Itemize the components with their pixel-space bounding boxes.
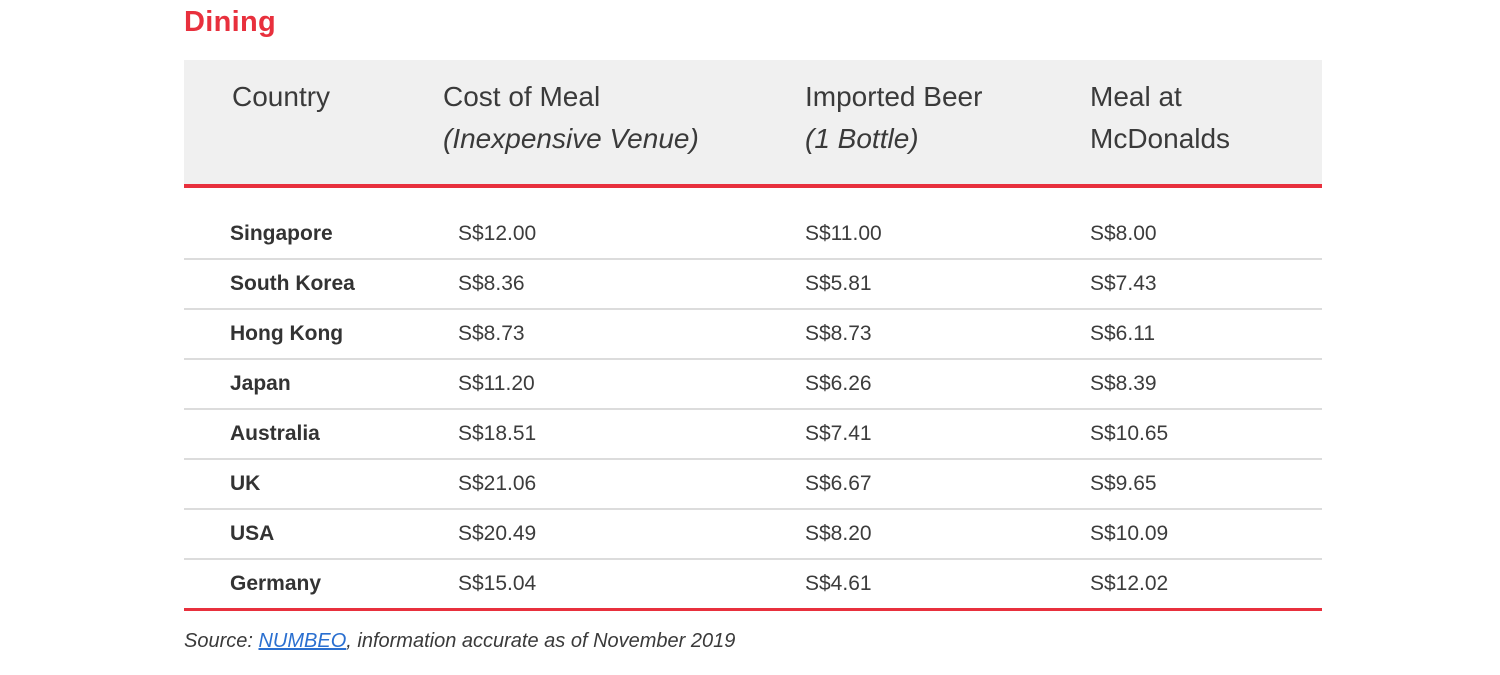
cell-beer-cost: S$5.81 (805, 272, 872, 295)
cell-country: South Korea (230, 272, 355, 295)
cell-meal-cost: S$15.04 (458, 572, 537, 595)
header-country: Country (232, 76, 330, 118)
header-imported-beer: Imported Beer (1 Bottle) (805, 76, 982, 160)
header-cost-of-meal-label: Cost of Meal (443, 81, 601, 112)
table-row: Japan S$11.20 S$6.26 S$8.39 (184, 360, 1322, 410)
table-row: Singapore S$12.00 S$11.00 S$8.00 (184, 210, 1322, 260)
cell-country: USA (230, 522, 275, 545)
header-country-label: Country (232, 81, 331, 112)
cell-meal-cost: S$21.06 (458, 472, 537, 495)
header-meal-at-mcdonalds-label-2: McDonalds (1090, 123, 1231, 154)
header-imported-beer-sublabel: (1 Bottle) (805, 123, 919, 154)
table-row: Hong Kong S$8.73 S$8.73 S$6.11 (184, 310, 1322, 360)
cell-mcdonalds-cost: S$9.65 (1090, 472, 1157, 495)
cell-beer-cost: S$6.26 (805, 372, 872, 395)
cell-country: UK (230, 472, 261, 495)
cell-meal-cost: S$12.00 (458, 222, 537, 245)
header-meal-at-mcdonalds: Meal at McDonalds (1090, 76, 1230, 160)
header-cost-of-meal: Cost of Meal (Inexpensive Venue) (443, 76, 699, 160)
source-link-numbeo[interactable]: NUMBEO (258, 630, 347, 652)
cell-meal-cost: S$8.36 (458, 272, 525, 295)
table-row: UK S$21.06 S$6.67 S$9.65 (184, 460, 1322, 510)
cell-beer-cost: S$11.00 (805, 222, 882, 245)
table-row: Australia S$18.51 S$7.41 S$10.65 (184, 410, 1322, 460)
table-row: Germany S$15.04 S$4.61 S$12.02 (184, 560, 1322, 611)
cell-meal-cost: S$11.20 (458, 372, 535, 395)
cell-meal-cost: S$8.73 (458, 322, 525, 345)
cell-country: Japan (230, 372, 291, 395)
cell-country: Singapore (230, 222, 333, 245)
cell-country: Germany (230, 572, 322, 595)
cell-mcdonalds-cost: S$10.09 (1090, 522, 1169, 545)
cell-beer-cost: S$8.73 (805, 322, 872, 345)
cell-mcdonalds-cost: S$12.02 (1090, 572, 1169, 595)
cell-meal-cost: S$20.49 (458, 522, 537, 545)
cell-country: Hong Kong (230, 322, 344, 345)
table-row: South Korea S$8.36 S$5.81 S$7.43 (184, 260, 1322, 310)
header-meal-at-mcdonalds-label: Meal at (1090, 81, 1182, 112)
header-imported-beer-label: Imported Beer (805, 81, 983, 112)
cell-mcdonalds-cost: S$6.11 (1090, 322, 1155, 345)
source-note: Source: NUMBEO, information accurate as … (184, 630, 735, 653)
source-suffix: , information accurate as of November 20… (346, 630, 736, 652)
table-header: Country Cost of Meal (Inexpensive Venue)… (184, 60, 1322, 188)
source-prefix: Source: (184, 630, 259, 652)
header-cost-of-meal-sublabel: (Inexpensive Venue) (443, 123, 699, 154)
table-row: USA S$20.49 S$8.20 S$10.09 (184, 510, 1322, 560)
cell-meal-cost: S$18.51 (458, 422, 537, 445)
cell-mcdonalds-cost: S$8.39 (1090, 372, 1157, 395)
cell-beer-cost: S$4.61 (805, 572, 872, 595)
dining-cost-table: Country Cost of Meal (Inexpensive Venue)… (184, 60, 1322, 611)
cell-mcdonalds-cost: S$8.00 (1090, 222, 1157, 245)
table-body: Singapore S$12.00 S$11.00 S$8.00 South K… (184, 188, 1322, 611)
section-title: Dining (184, 6, 277, 38)
cell-beer-cost: S$8.20 (805, 522, 872, 545)
cell-country: Australia (230, 422, 320, 445)
cell-beer-cost: S$7.41 (805, 422, 872, 445)
cell-mcdonalds-cost: S$10.65 (1090, 422, 1169, 445)
cell-beer-cost: S$6.67 (805, 472, 872, 495)
cell-mcdonalds-cost: S$7.43 (1090, 272, 1157, 295)
